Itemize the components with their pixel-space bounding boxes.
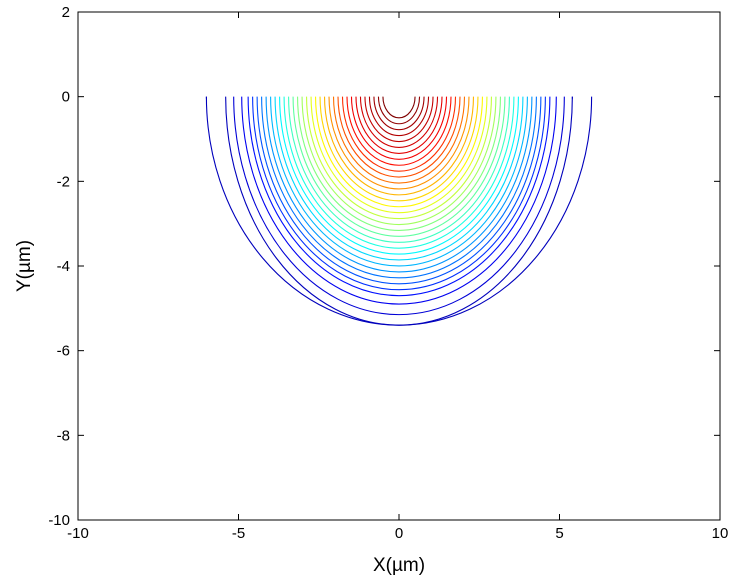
contour-line: [241, 96, 557, 305]
x-axis-ticks: -10 -5 0 5 10: [67, 12, 728, 542]
contour-line: [261, 96, 537, 279]
x-tick-label: 10: [712, 525, 729, 542]
contour-line: [319, 96, 479, 202]
x-tick-label: 0: [395, 525, 403, 542]
contour-line: [270, 96, 528, 267]
contour-line: [355, 96, 443, 154]
y-axis-ticks: -10 -8 -6 -4 -2 0 2: [48, 4, 720, 529]
contour-line: [306, 96, 492, 220]
y-tick-label: 0: [62, 89, 70, 106]
contour-line: [350, 96, 448, 160]
contour-line: [252, 96, 546, 291]
y-tick-label: -2: [57, 173, 70, 190]
contour-lines: [205, 96, 593, 326]
x-tick-label: 5: [555, 525, 563, 542]
contour-line: [265, 96, 533, 273]
y-tick-label: -10: [48, 512, 70, 529]
contour-line: [288, 96, 510, 243]
contour-line: [359, 96, 439, 148]
contour-line: [301, 96, 497, 225]
contour-line: [233, 96, 565, 316]
x-tick-label: -10: [67, 525, 89, 542]
contour-line: [346, 96, 452, 166]
contour-line: [332, 96, 466, 184]
contour-line: [323, 96, 475, 196]
contour-line: [314, 96, 484, 208]
contour-line: [377, 96, 421, 125]
contour-line: [328, 96, 470, 190]
contour-line: [341, 96, 457, 172]
contour-line: [373, 96, 425, 131]
contour-line: [292, 96, 506, 237]
contour-line: [205, 96, 593, 326]
y-axis-label: Y(µm): [14, 240, 35, 292]
contour-line: [279, 96, 519, 255]
x-tick-label: -5: [232, 525, 245, 542]
contour-line: [297, 96, 501, 231]
contour-line: [283, 96, 515, 249]
contour-line: [256, 96, 542, 285]
y-tick-label: 2: [62, 4, 70, 21]
contour-line: [382, 96, 416, 119]
contour-line: [247, 96, 551, 297]
y-tick-label: -6: [57, 343, 70, 360]
contour-line: [310, 96, 488, 214]
x-axis-label: X(µm): [373, 555, 425, 576]
contour-line: [368, 96, 430, 137]
contour-line: [337, 96, 461, 178]
contour-line: [364, 96, 434, 143]
y-tick-label: -4: [57, 258, 70, 275]
y-tick-label: -8: [57, 427, 70, 444]
contour-line: [274, 96, 524, 261]
